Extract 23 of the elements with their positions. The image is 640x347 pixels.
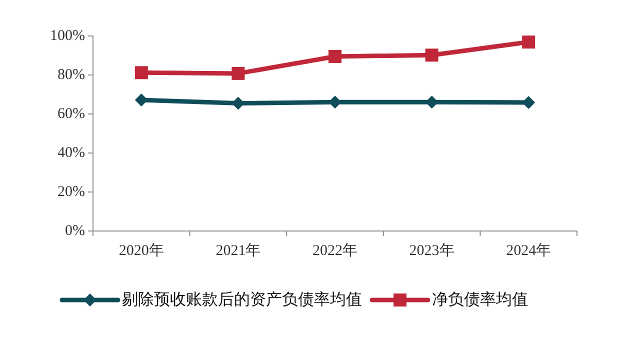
point (134, 66, 148, 80)
point (522, 96, 536, 109)
point (425, 48, 438, 62)
y-tick-label: 60% (58, 106, 85, 122)
x-tick-label: 2022年 (312, 242, 358, 259)
point (328, 50, 342, 63)
x-tick-label: 2024年 (506, 242, 552, 259)
x-tick-label: 2023年 (409, 242, 454, 259)
legend-label: 剔除预收账款后的资产负债率均值 (122, 290, 362, 308)
x-tick-label: 2020年 (118, 242, 164, 259)
y-tick-label: 100% (50, 28, 85, 44)
point (522, 36, 536, 49)
point (232, 66, 245, 80)
point (232, 96, 245, 110)
legend-label: 净负债率均值 (432, 290, 528, 308)
y-tick-label: 80% (58, 67, 85, 83)
point (425, 96, 438, 109)
x-tick-label: 2021年 (216, 242, 261, 259)
y-tick-label: 40% (58, 145, 85, 161)
point (134, 93, 148, 106)
point (328, 96, 342, 109)
y-tick-label: 20% (58, 184, 85, 200)
y-tick-label: 0% (65, 223, 85, 239)
